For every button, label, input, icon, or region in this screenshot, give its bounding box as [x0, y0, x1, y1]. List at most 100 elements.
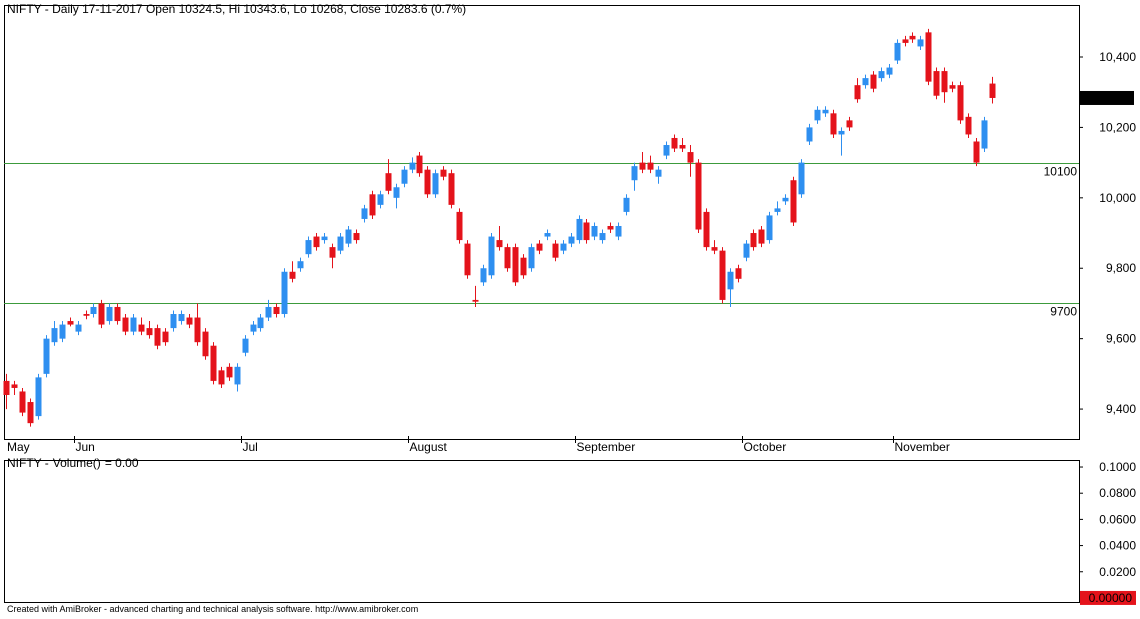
candle-body: [623, 197, 630, 212]
candle-body: [226, 366, 233, 378]
y-tick-label: 9,800: [1106, 261, 1136, 275]
candle-body: [727, 271, 734, 290]
candle-body: [377, 194, 384, 205]
panel-indicator: Volume(): [53, 456, 101, 470]
candle-body: [671, 137, 678, 149]
candle-body: [886, 67, 893, 75]
panel-readout: = 0.00: [105, 456, 139, 470]
candle-body: [19, 391, 26, 413]
candle-body: [711, 247, 718, 251]
candle-body: [965, 116, 972, 135]
x-tick-label: May: [7, 440, 30, 454]
candle-body: [186, 317, 193, 325]
candle-body: [774, 208, 781, 212]
candle-body: [933, 71, 940, 96]
candle-body: [385, 173, 392, 191]
y-tick-label: 0.0600: [1099, 512, 1136, 526]
candle-body: [647, 162, 654, 170]
y-tick-label: 0.1000: [1099, 460, 1136, 474]
candle-body: [416, 155, 423, 174]
candle-body: [639, 162, 646, 170]
candle-body: [615, 225, 622, 237]
candle-body: [75, 324, 82, 332]
candle-body: [687, 152, 694, 163]
candle-body: [289, 271, 296, 279]
candle-body: [607, 225, 614, 230]
horizontal-line-label: 9700: [1050, 305, 1077, 319]
candle-body: [114, 306, 121, 322]
candle-body: [790, 180, 797, 223]
last-value-label: 0.00000: [1089, 591, 1133, 605]
candle-body: [663, 145, 670, 156]
candle-body: [337, 236, 344, 251]
candle-body: [3, 380, 10, 395]
candle-body: [909, 35, 916, 40]
candle-body: [583, 222, 590, 241]
candle-body: [424, 169, 431, 195]
candle-body: [878, 71, 885, 79]
candle-body: [782, 197, 789, 202]
candle-body: [504, 247, 511, 269]
candle-body: [536, 243, 543, 251]
candle-body: [679, 145, 686, 149]
x-tick-label: Jun: [76, 440, 95, 454]
candle-body: [178, 314, 185, 322]
candle-body: [345, 229, 352, 244]
footer: Created with AmiBroker - advanced charti…: [7, 604, 418, 614]
candle-body: [43, 338, 50, 374]
candle-body: [281, 271, 288, 315]
candle-body: [830, 113, 837, 135]
last-value-box: [1080, 590, 1136, 605]
x-tick-label: November: [895, 440, 950, 454]
y-tick-label: 0.0200: [1099, 565, 1136, 579]
candle-body: [409, 162, 416, 170]
y-tick-label: 9,400: [1106, 402, 1136, 416]
candle-body: [321, 236, 328, 241]
candle-body: [655, 169, 662, 177]
candle-body: [432, 173, 439, 195]
candle-body: [106, 306, 113, 322]
candle-body: [798, 162, 805, 195]
candle-body: [989, 83, 996, 98]
candle-body: [902, 39, 909, 43]
candle-body: [242, 338, 249, 353]
candle-body: [496, 240, 503, 248]
x-tick-label: September: [577, 440, 636, 454]
candle-body: [27, 402, 34, 424]
candle-body: [743, 243, 750, 258]
candle-body: [464, 243, 471, 276]
candle-body: [599, 233, 606, 241]
candle-body: [544, 233, 551, 237]
candle-body: [170, 314, 177, 329]
candle-body: [941, 71, 948, 93]
candle-body: [631, 166, 638, 181]
candle-body: [870, 74, 877, 89]
candle-body: [949, 85, 956, 89]
candle-body: [194, 317, 201, 343]
candle-body: [854, 85, 861, 100]
candle-body: [814, 109, 821, 121]
candle-body: [512, 247, 519, 283]
candle-body: [488, 236, 495, 276]
candle-body: [234, 366, 241, 385]
candle-body: [218, 370, 225, 385]
candle-body: [703, 211, 710, 248]
candle-body: [917, 39, 924, 47]
y-tick-label: 0.0400: [1099, 539, 1136, 553]
candle-body: [560, 243, 567, 251]
candle-body: [758, 229, 765, 244]
candle-body: [257, 317, 264, 329]
candle-body: [838, 130, 845, 135]
candle-body: [401, 169, 408, 184]
y-tick-label: 10,200: [1099, 120, 1136, 134]
candle-body: [695, 162, 702, 230]
last-price-label: 10,283.6: [1085, 91, 1132, 105]
candle-body: [162, 331, 169, 343]
candle-body: [806, 127, 813, 142]
volume-panel: [4, 460, 1080, 603]
candle-body: [67, 321, 74, 325]
candle-body: [90, 306, 97, 315]
chart-title: NIFTY - Daily 17-11-2017 Open 10324.5, H…: [7, 2, 466, 16]
y-tick-label: 10,400: [1099, 50, 1136, 64]
x-tick-label: October: [744, 440, 787, 454]
